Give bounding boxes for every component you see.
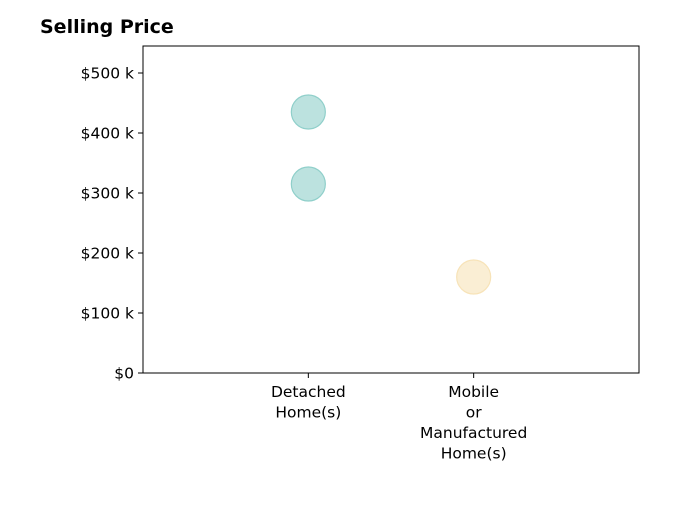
plot-frame — [142, 45, 640, 374]
x-tick-label-line: Home(s) — [441, 445, 507, 463]
data-point — [456, 259, 492, 295]
y-tick-label: $100 k — [81, 305, 134, 323]
y-tick-label: $0 — [114, 365, 134, 383]
y-tick-label: $200 k — [81, 245, 134, 263]
data-point — [290, 166, 326, 202]
x-tick-label: Detached Home(s) — [271, 383, 346, 422]
x-tick-label-line: Detached — [271, 383, 346, 401]
data-point — [290, 94, 326, 130]
x-tick-label-line: Mobile — [448, 383, 499, 401]
y-tick-label: $400 k — [81, 125, 134, 143]
chart-title: Selling Price — [40, 16, 174, 38]
x-tick-label: Mobile or Manufactured Home(s) — [420, 383, 527, 463]
x-tick-label-line: or — [466, 404, 482, 422]
x-tick-label-line: Home(s) — [275, 404, 341, 422]
x-tick-label-line: Manufactured — [420, 424, 527, 442]
y-tick-label: $300 k — [81, 185, 134, 203]
y-tick-label: $500 k — [81, 65, 134, 83]
